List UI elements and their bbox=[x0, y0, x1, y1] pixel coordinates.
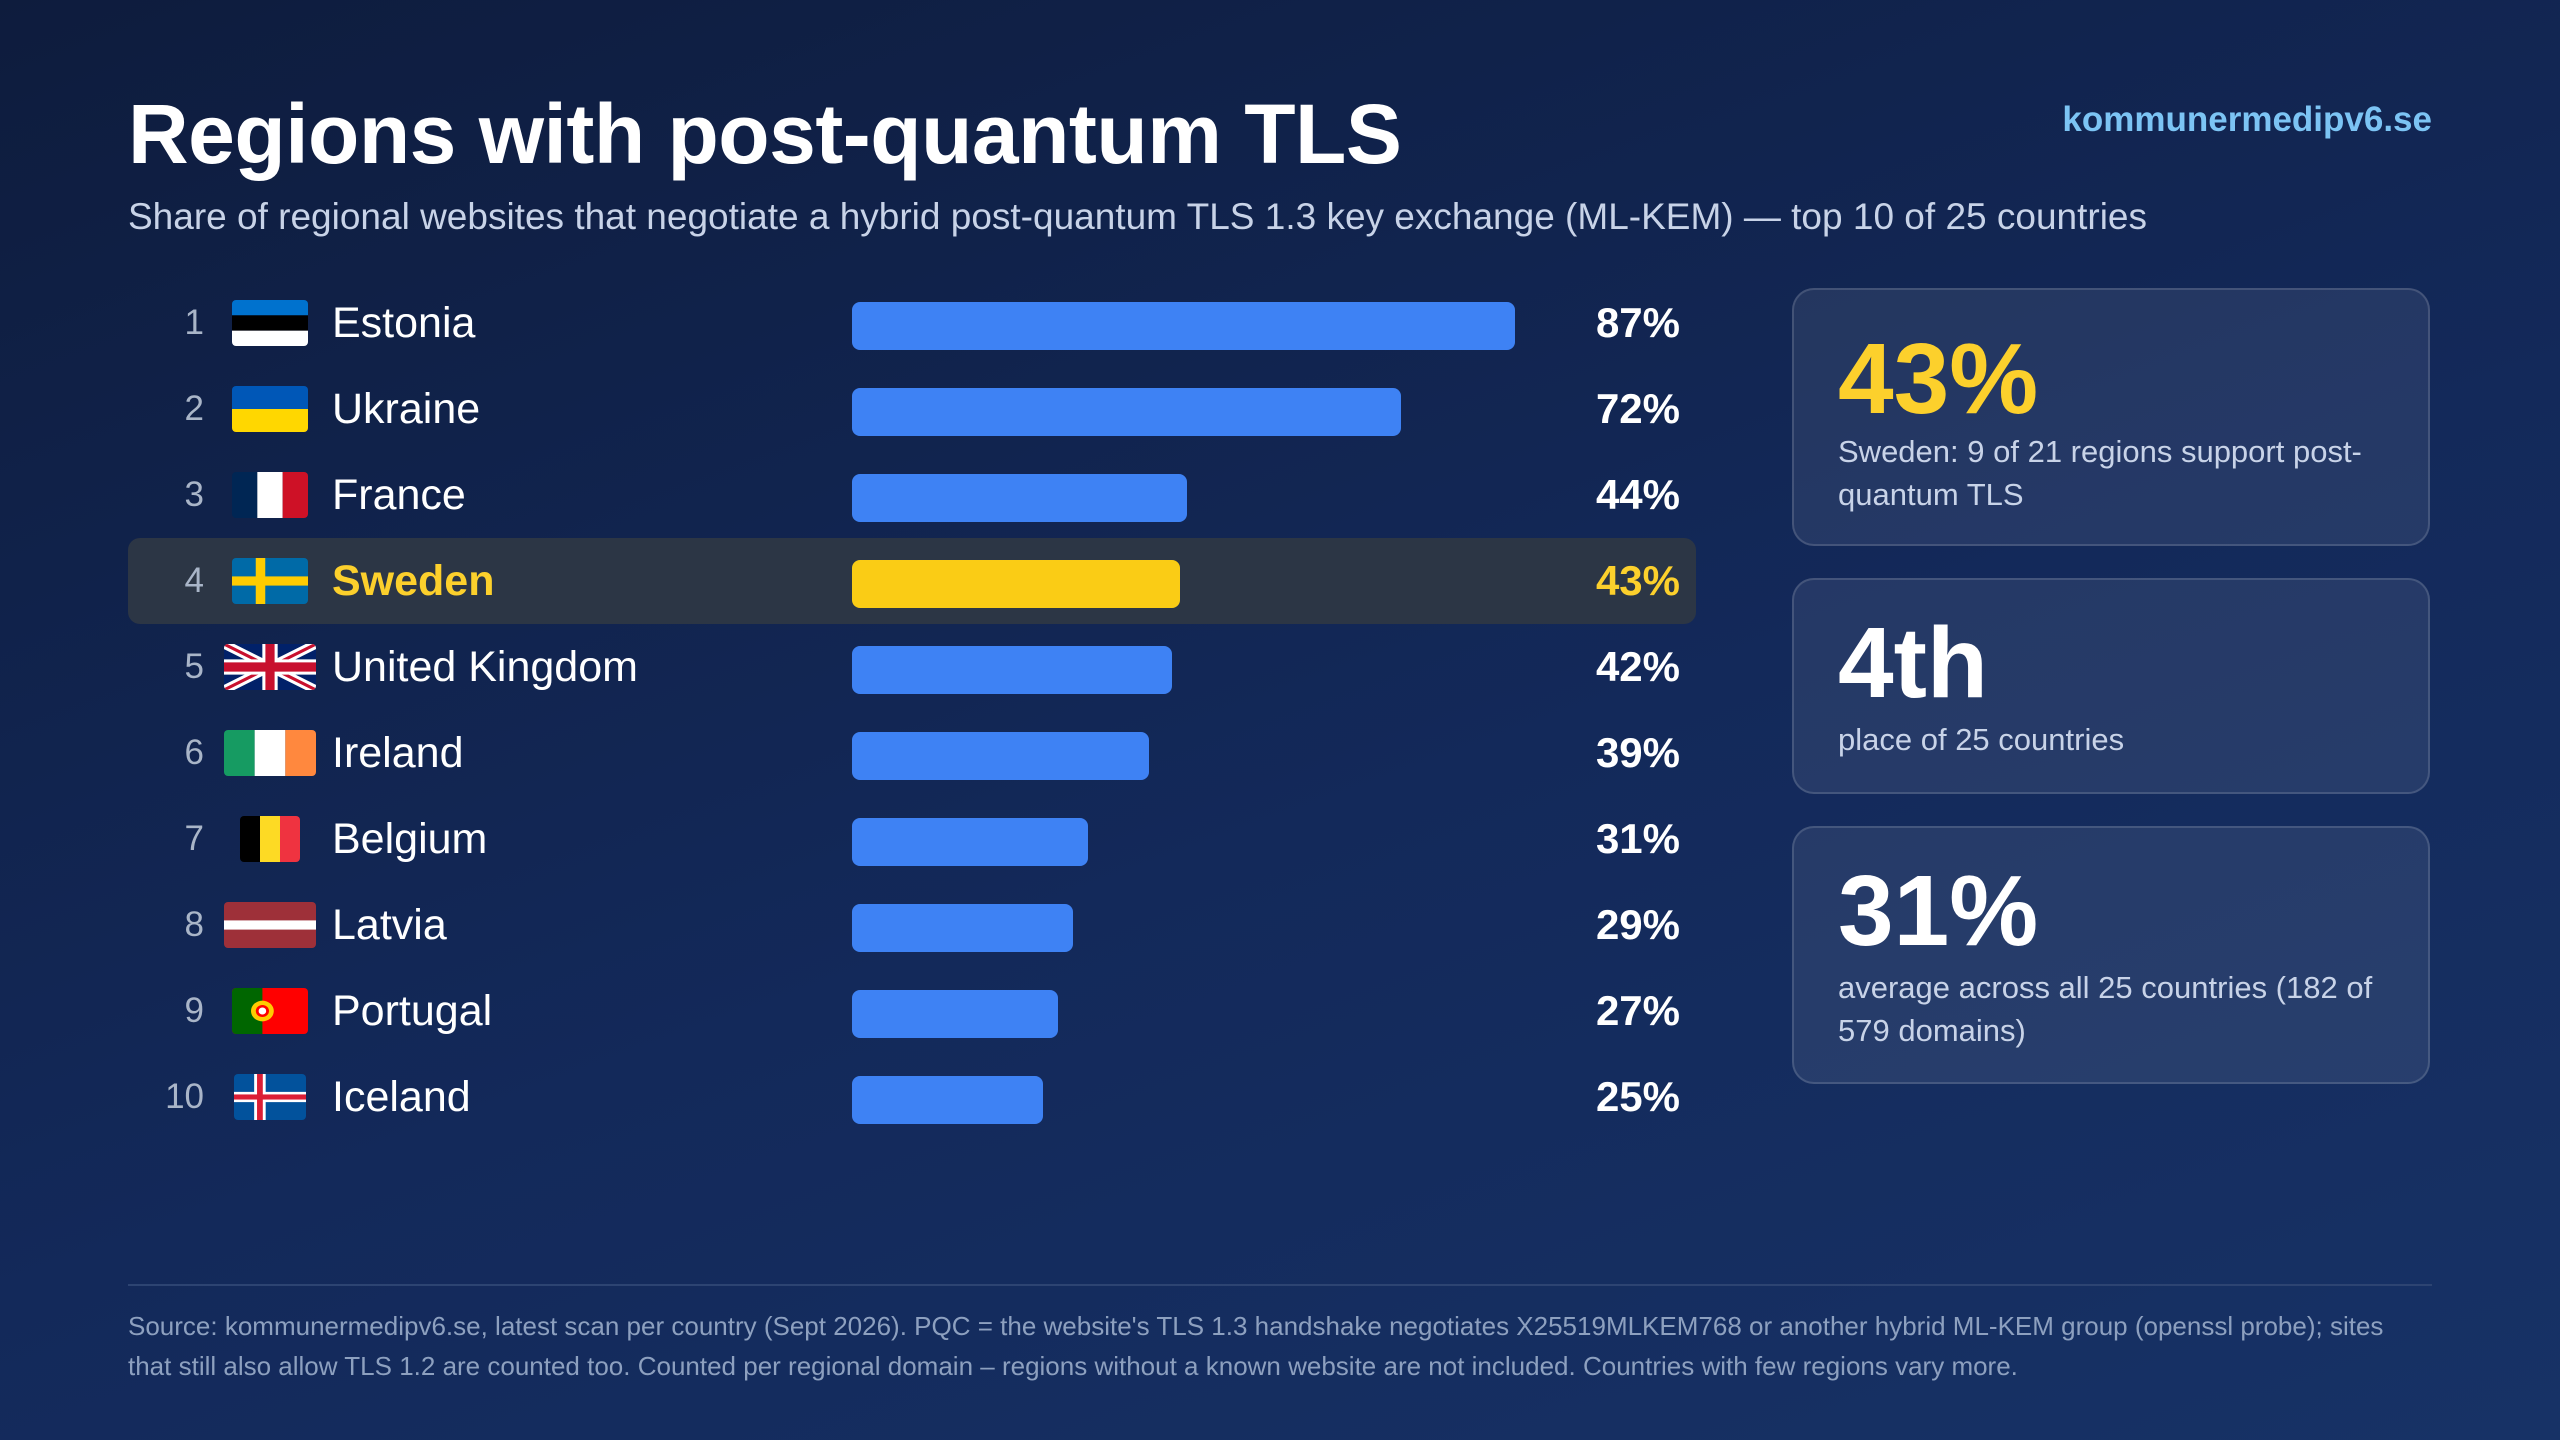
value-label: 25% bbox=[1595, 1073, 1680, 1120]
chart-row-ukraine: 2 Ukraine 72% bbox=[128, 366, 1696, 452]
value-label: 43% bbox=[1595, 557, 1680, 604]
rank-label: 1 bbox=[184, 303, 204, 342]
country-label: Sweden bbox=[332, 557, 495, 605]
chart-row-united-kingdom: 5 United Kingdom 42% bbox=[128, 624, 1696, 710]
value-label: 42% bbox=[1595, 643, 1680, 690]
stat-description: place of 25 countries bbox=[1838, 722, 2125, 757]
rank-label: 3 bbox=[184, 475, 204, 514]
footer-divider bbox=[128, 1284, 2432, 1286]
rank-label: 8 bbox=[184, 905, 204, 944]
value-label: 39% bbox=[1595, 729, 1680, 776]
stat-value: 4th bbox=[1838, 607, 1988, 719]
bar bbox=[852, 904, 1073, 952]
rank-label: 4 bbox=[184, 561, 204, 600]
bar-chart: 1 Estonia 87% 2 Ukraine 72% 3 France 44% 4 Sweden 4… bbox=[128, 280, 1696, 1140]
portugal-flag-icon bbox=[232, 988, 308, 1034]
chart-row-ireland: 6 Ireland 39% bbox=[128, 710, 1696, 796]
rank-label: 9 bbox=[184, 991, 204, 1030]
value-label: 87% bbox=[1595, 299, 1680, 346]
bar bbox=[852, 732, 1149, 780]
country-label: Belgium bbox=[332, 815, 488, 863]
page-subtitle: Share of regional websites that negotiat… bbox=[128, 196, 2148, 237]
country-label: Latvia bbox=[332, 901, 447, 949]
ireland-flag-icon bbox=[224, 730, 316, 776]
stat-description: average across all 25 countries (182 of … bbox=[1838, 970, 2373, 1048]
value-label: 29% bbox=[1595, 901, 1680, 948]
rank-label: 5 bbox=[184, 647, 204, 686]
stat-value: 43% bbox=[1838, 323, 2039, 435]
country-label: Ukraine bbox=[332, 385, 481, 433]
value-label: 72% bbox=[1595, 385, 1680, 432]
rank-label: 2 bbox=[184, 389, 204, 428]
bar bbox=[852, 474, 1187, 522]
country-label: France bbox=[332, 471, 466, 519]
chart-row-iceland: 10 Iceland 25% bbox=[128, 1054, 1696, 1140]
bar bbox=[852, 990, 1058, 1038]
latvia-flag-icon bbox=[224, 902, 316, 948]
rank-label: 10 bbox=[165, 1077, 204, 1116]
bar bbox=[852, 818, 1088, 866]
france-flag-icon bbox=[232, 472, 308, 518]
bar bbox=[852, 388, 1401, 436]
country-label: Estonia bbox=[332, 299, 476, 347]
uk-flag-icon bbox=[224, 644, 316, 690]
bar bbox=[852, 1076, 1043, 1124]
chart-row-portugal: 9 Portugal 27% bbox=[128, 968, 1696, 1054]
stat-card-sweden-share: 43% Sweden: 9 of 21 regions support post… bbox=[1792, 288, 2430, 546]
value-label: 31% bbox=[1595, 815, 1680, 862]
source-note: Source: kommunermedipv6.se, latest scan … bbox=[128, 1311, 2384, 1381]
chart-row-belgium: 7 Belgium 31% bbox=[128, 796, 1696, 882]
sweden-flag-icon bbox=[232, 558, 308, 604]
country-label: Portugal bbox=[332, 987, 493, 1035]
page-title: Regions with post-quantum TLS bbox=[128, 87, 1402, 181]
value-label: 44% bbox=[1595, 471, 1680, 518]
chart-row-sweden: 4 Sweden 43% bbox=[128, 538, 1696, 624]
stat-card-average: 31% average across all 25 countries (182… bbox=[1792, 826, 2430, 1084]
stat-value: 31% bbox=[1838, 855, 2039, 967]
country-label: Iceland bbox=[332, 1073, 471, 1121]
estonia-flag-icon bbox=[232, 300, 308, 346]
stat-card-rank: 4th place of 25 countries bbox=[1792, 578, 2430, 794]
stat-description: Sweden: 9 of 21 regions support post-qua… bbox=[1838, 434, 2362, 512]
country-label: United Kingdom bbox=[332, 643, 638, 691]
chart-row-latvia: 8 Latvia 29% bbox=[128, 882, 1696, 968]
value-label: 27% bbox=[1595, 987, 1680, 1034]
bar bbox=[852, 302, 1515, 350]
country-label: Ireland bbox=[332, 729, 464, 777]
bar bbox=[852, 560, 1180, 608]
brand-link[interactable]: kommunermedipv6.se bbox=[2062, 100, 2432, 139]
rank-label: 7 bbox=[184, 819, 204, 858]
chart-row-estonia: 1 Estonia 87% bbox=[128, 280, 1696, 366]
rank-label: 6 bbox=[184, 733, 204, 772]
ukraine-flag-icon bbox=[232, 386, 308, 432]
belgium-flag-icon bbox=[240, 816, 300, 862]
iceland-flag-icon bbox=[234, 1074, 306, 1120]
bar bbox=[852, 646, 1172, 694]
chart-row-france: 3 France 44% bbox=[128, 452, 1696, 538]
